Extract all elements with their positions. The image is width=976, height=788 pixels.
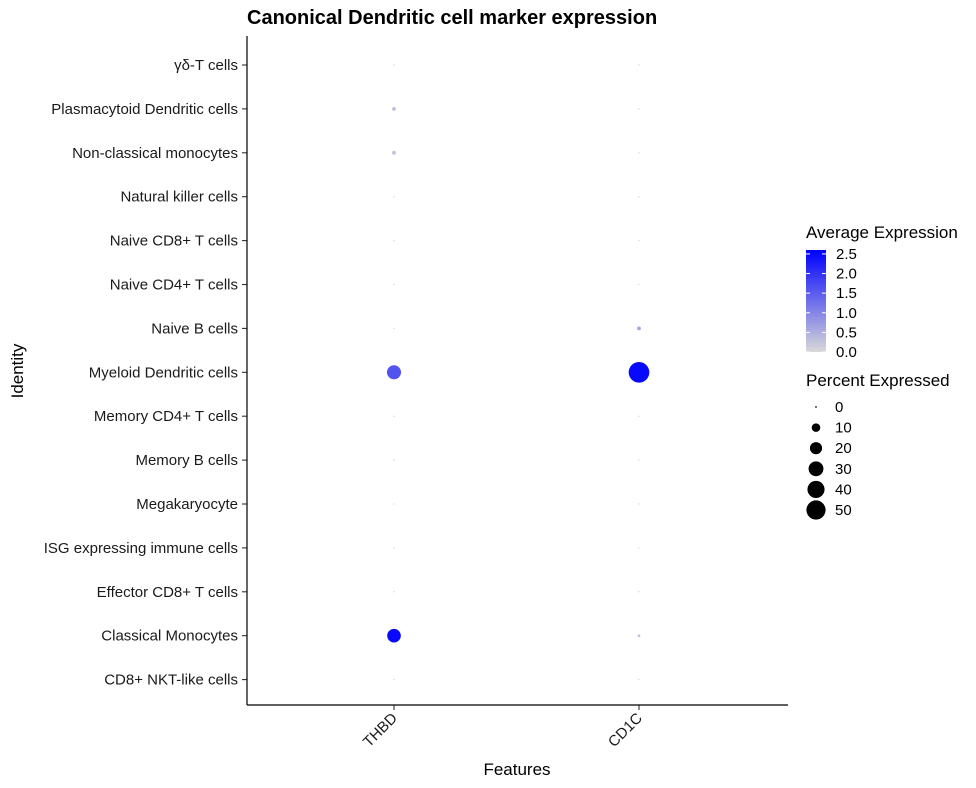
- chart-title: Canonical Dendritic cell marker expressi…: [247, 7, 657, 29]
- size-legend-label: 50: [835, 502, 852, 519]
- y-tick-label: Effector CD8+ T cells: [97, 584, 238, 601]
- size-legend-dot: [811, 423, 821, 432]
- plot-points: [386, 64, 650, 681]
- data-point: [393, 547, 395, 549]
- y-tick-label: Naive CD4+ T cells: [110, 277, 238, 294]
- y-tick-label: Classical Monocytes: [101, 628, 238, 645]
- data-point: [393, 591, 395, 593]
- y-tick-label: CD8+ NKT-like cells: [104, 672, 238, 689]
- data-point: [393, 678, 395, 681]
- data-point: [638, 283, 640, 286]
- data-point: [393, 239, 395, 242]
- data-point: [638, 591, 640, 593]
- color-legend-label: 2.0: [836, 266, 857, 283]
- data-point: [393, 415, 395, 417]
- size-legend-label: 20: [835, 440, 852, 457]
- y-tick-label: ISG expressing immune cells: [44, 540, 238, 557]
- data-point: [392, 150, 396, 155]
- data-point: [393, 64, 395, 66]
- size-legend-label: 0: [835, 399, 843, 416]
- size-legend-dot: [809, 442, 823, 455]
- y-tick-label: Megakaryocyte: [136, 496, 238, 513]
- size-legend-dot: [806, 500, 826, 520]
- y-tick-label: Plasmacytoid Dendritic cells: [51, 101, 238, 118]
- color-legend-label: 0.5: [836, 324, 857, 341]
- data-point: [387, 628, 401, 643]
- y-tick-label: Myeloid Dendritic cells: [89, 364, 238, 381]
- data-point: [393, 283, 395, 286]
- color-legend: Average Expression 2.5 2.0 1.5 1.0 0.5 0.0: [806, 223, 958, 361]
- y-tick-label: Memory CD4+ T cells: [94, 408, 238, 425]
- data-point: [638, 415, 640, 417]
- data-point: [393, 327, 395, 330]
- y-tick-label: Natural killer cells: [120, 189, 238, 206]
- data-point: [638, 547, 640, 549]
- x-tick-label: THBD: [360, 710, 401, 751]
- color-legend-label: 2.5: [836, 246, 857, 263]
- data-point: [638, 152, 640, 154]
- data-point: [638, 239, 640, 242]
- data-point: [393, 459, 395, 461]
- data-point: [638, 108, 640, 110]
- size-legend-label: 10: [835, 420, 852, 437]
- size-legend-dot: [815, 406, 817, 408]
- data-point: [638, 503, 640, 505]
- data-point: [393, 503, 395, 505]
- size-legend-dot: [808, 461, 824, 477]
- size-legend-label: 30: [835, 461, 852, 478]
- data-point: [638, 678, 640, 681]
- color-legend-title: Average Expression: [806, 223, 958, 242]
- size-legend-title: Percent Expressed: [806, 371, 950, 390]
- color-legend-label: 0.0: [836, 344, 857, 361]
- x-axis-ticks: THBD CD1C: [360, 705, 646, 751]
- data-point: [628, 361, 650, 383]
- data-point: [638, 64, 640, 66]
- size-legend-label: 40: [835, 481, 852, 498]
- y-tick-label: Memory B cells: [135, 452, 238, 469]
- color-legend-label: 1.5: [836, 285, 857, 302]
- size-legend: Percent Expressed 0 10 20 30 40 50: [806, 371, 950, 520]
- y-tick-label: Non-classical monocytes: [72, 145, 238, 162]
- y-tick-label: Naive B cells: [151, 320, 238, 337]
- y-axis-title: Identity: [8, 343, 27, 398]
- y-axis-ticks: γδ-T cells Plasmacytoid Dendritic cells No…: [44, 57, 247, 689]
- data-point: [393, 195, 395, 198]
- data-point: [392, 106, 396, 111]
- y-tick-label: Naive CD8+ T cells: [110, 233, 238, 250]
- data-point: [637, 634, 641, 638]
- x-tick-label: CD1C: [605, 710, 646, 751]
- data-point: [638, 195, 640, 198]
- data-point: [637, 326, 641, 331]
- color-legend-label: 1.0: [836, 305, 857, 322]
- size-legend-dot: [807, 480, 825, 498]
- data-point: [386, 365, 402, 380]
- x-axis-title: Features: [483, 760, 550, 779]
- y-tick-label: γδ-T cells: [174, 57, 238, 74]
- color-legend-bar: [806, 250, 826, 352]
- data-point: [638, 459, 640, 461]
